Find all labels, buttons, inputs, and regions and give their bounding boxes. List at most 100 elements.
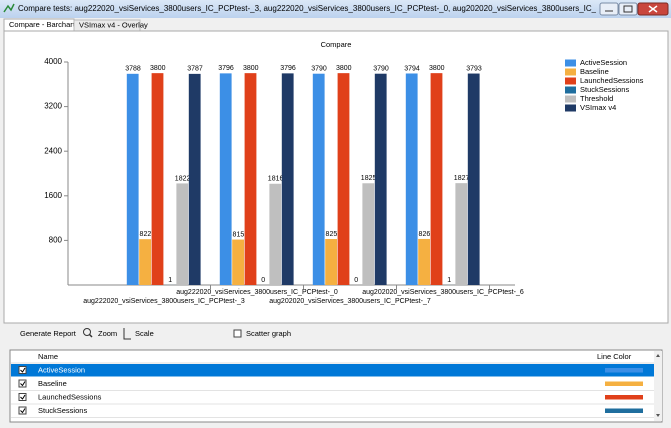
bar (405, 73, 418, 285)
data-label: 3787 (187, 66, 203, 73)
bar (219, 73, 232, 285)
bar (281, 73, 294, 285)
window-title: Compare tests: aug222020_vsiServices_380… (18, 4, 671, 13)
data-label: 3796 (280, 65, 296, 72)
tab-label: Compare - Barcharts (9, 20, 79, 29)
tab-label: VSImax v4 - Overlay (79, 20, 148, 29)
bar (430, 73, 443, 286)
x-tick-label: aug202020_vsiServices_3800users_IC_PCPte… (269, 298, 431, 305)
controls: Generate Report Zoom Scale Scatter graph (20, 328, 291, 340)
data-label: 1 (447, 277, 451, 284)
checkmark (20, 408, 26, 414)
data-label: 822 (140, 231, 152, 238)
data-label: 1816 (268, 176, 284, 183)
data-label: 3790 (373, 66, 389, 73)
bar (455, 183, 468, 285)
data-label: 826 (419, 231, 431, 238)
row-name: Baseline (38, 379, 67, 388)
row-checkbox[interactable] (18, 379, 27, 388)
row-checkbox[interactable] (18, 366, 27, 374)
row-checkbox[interactable] (18, 393, 27, 401)
bar (188, 73, 201, 285)
bar (325, 239, 337, 285)
data-label: 3800 (429, 65, 445, 72)
zoom-icon (83, 328, 91, 336)
data-label: 3790 (311, 66, 327, 73)
legend-label: LaunchedSessions (580, 76, 644, 85)
checkmark (20, 367, 26, 373)
data-label: 0 (354, 277, 358, 284)
generate-report[interactable]: Generate Report (20, 329, 77, 338)
legend-label: Baseline (580, 67, 609, 76)
scatter-label: Scatter graph (246, 329, 291, 338)
checkmark (20, 381, 26, 387)
chart-title: Compare (321, 40, 352, 49)
data-label: 3800 (243, 65, 259, 72)
legend-swatch (565, 59, 576, 67)
y-tick-label: 800 (49, 236, 63, 245)
window-buttons (599, 2, 669, 16)
zoom-button[interactable]: Zoom (98, 329, 117, 338)
column-header: Name (38, 352, 58, 361)
line-color (605, 381, 643, 386)
row-checkbox[interactable] (18, 406, 27, 415)
column-header: Line Color (597, 352, 632, 361)
x-tick-label: aug202020_vsiServices_3800users_IC_PCPte… (362, 289, 524, 296)
app-icon (3, 3, 15, 13)
legend-swatch (565, 86, 576, 94)
x-tick-label: aug222020_vsiServices_3800users_IC_PCPte… (83, 298, 245, 305)
legend-label: StuckSessions (580, 85, 629, 94)
bar (232, 239, 244, 285)
minimize-button[interactable] (599, 2, 619, 16)
data-label: 3800 (336, 65, 352, 72)
bar (467, 73, 480, 285)
line-color (605, 395, 643, 400)
bar (312, 73, 325, 286)
legend-swatch (565, 68, 576, 76)
bar (244, 73, 257, 286)
bar (126, 73, 139, 285)
legend-swatch (565, 77, 576, 85)
scale-button[interactable]: Scale (135, 329, 154, 338)
list-box (9, 349, 663, 423)
bar (418, 238, 430, 285)
row-name: StuckSessions (38, 406, 87, 415)
legend-label: ActiveSession (580, 58, 627, 67)
legend-swatch (565, 104, 576, 112)
scale-icon (123, 328, 131, 340)
bar (139, 239, 151, 285)
bar (176, 183, 189, 285)
y-tick-label: 3200 (44, 102, 62, 111)
data-label: 825 (326, 231, 338, 238)
zoom-icon-handle (88, 333, 93, 338)
bar (269, 183, 282, 285)
scrollbar[interactable] (654, 351, 662, 421)
data-label: 3796 (218, 65, 234, 72)
data-label: 3794 (404, 65, 420, 72)
bar (337, 73, 350, 286)
legend-label: VSImax v4 (580, 103, 616, 112)
bar (374, 73, 387, 286)
row-name: LaunchedSessions (38, 392, 102, 401)
legend-label: Threshold (580, 94, 613, 103)
bar (151, 73, 164, 286)
data-label: 1825 (361, 175, 377, 182)
data-label: 1 (168, 277, 172, 284)
data-label: 3800 (150, 65, 166, 72)
line-color (605, 368, 643, 373)
data-label: 3788 (125, 66, 141, 73)
row-name: ActiveSession (38, 365, 85, 374)
data-label: 1827 (454, 175, 470, 182)
close-icon (648, 5, 658, 13)
y-tick-label: 4000 (44, 57, 62, 66)
maximize-icon (623, 5, 633, 13)
checkmark (20, 394, 26, 400)
data-label: 815 (233, 231, 245, 238)
legend-swatch (565, 95, 576, 103)
data-label: 1822 (175, 175, 191, 182)
maximize-button[interactable] (618, 2, 638, 16)
scatter-checkbox[interactable] (233, 329, 242, 338)
line-color (605, 408, 643, 413)
y-tick-label: 2400 (44, 146, 62, 155)
